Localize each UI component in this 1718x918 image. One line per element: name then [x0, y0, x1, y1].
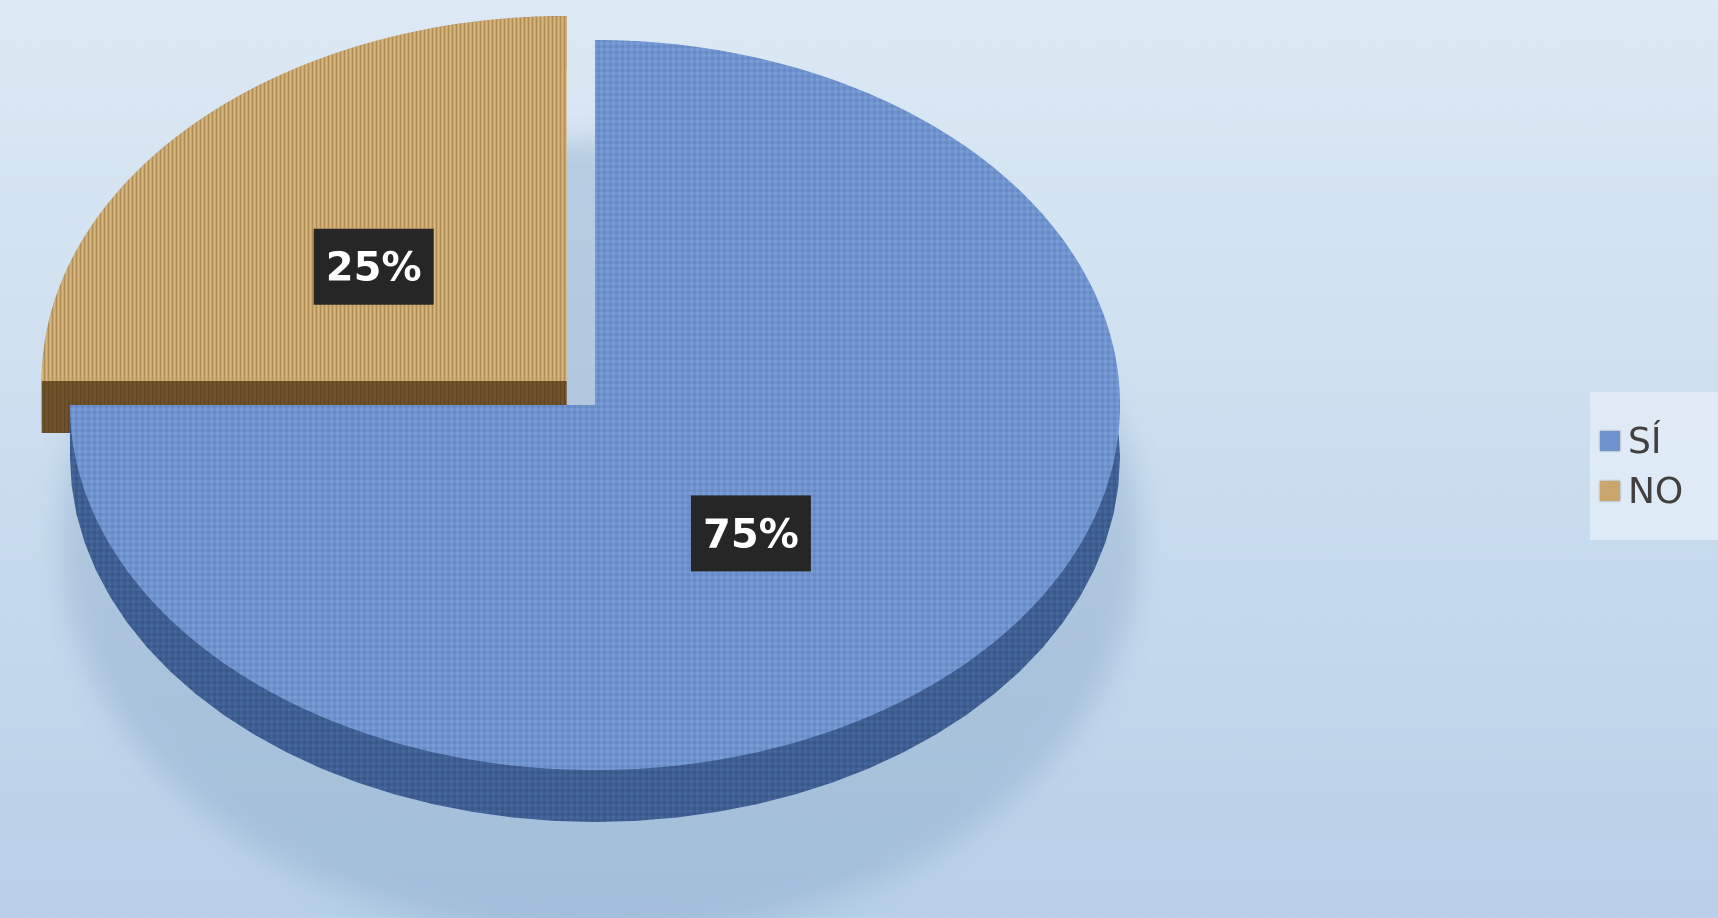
data-label-box-no [313, 228, 434, 305]
pie-slice-no [41, 15, 567, 381]
legend-item-si: SÍ [1600, 416, 1718, 466]
legend-label-si: SÍ [1628, 420, 1662, 462]
data-label-no: 25% [326, 245, 422, 291]
legend-swatch-no [1600, 481, 1620, 501]
data-label-s: 75% [703, 511, 799, 557]
legend-label-no: NO [1628, 470, 1684, 512]
legend-swatch-si [1600, 431, 1620, 451]
pie-slice-s [70, 40, 1120, 770]
legend-item-no: NO [1600, 466, 1718, 516]
data-label-box-s [690, 495, 811, 572]
legend: SÍ NO [1590, 392, 1718, 540]
